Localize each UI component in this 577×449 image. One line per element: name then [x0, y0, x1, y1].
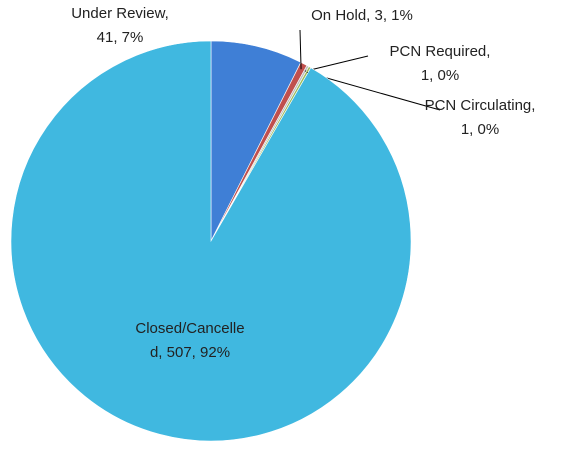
data-label-line: 1, 0% [461, 121, 499, 138]
data-label: Under Review, 41, 7% [71, 5, 169, 46]
data-label-line: PCN Required, [390, 43, 491, 60]
data-label-line: 41, 7% [97, 29, 144, 46]
data-label: Closed/Cancelle d, 507, 92% [135, 320, 244, 361]
data-label-line: PCN Circulating, [425, 97, 536, 114]
data-label-line: 1, 0% [421, 67, 459, 84]
leader-line [299, 29, 302, 70]
pie-slice [10, 40, 412, 442]
data-label: PCN Circulating, 1, 0% [425, 97, 536, 138]
data-label: On Hold, 3, 1% [311, 7, 413, 24]
data-label: PCN Required, 1, 0% [390, 43, 491, 84]
data-label-line: Closed/Cancelle [135, 320, 244, 337]
data-label-line: Under Review, [71, 5, 169, 22]
data-label-line: On Hold, 3, 1% [311, 7, 413, 24]
leader-line [306, 71, 441, 111]
data-label-line: d, 507, 92% [150, 344, 230, 361]
leader-line [304, 55, 369, 72]
